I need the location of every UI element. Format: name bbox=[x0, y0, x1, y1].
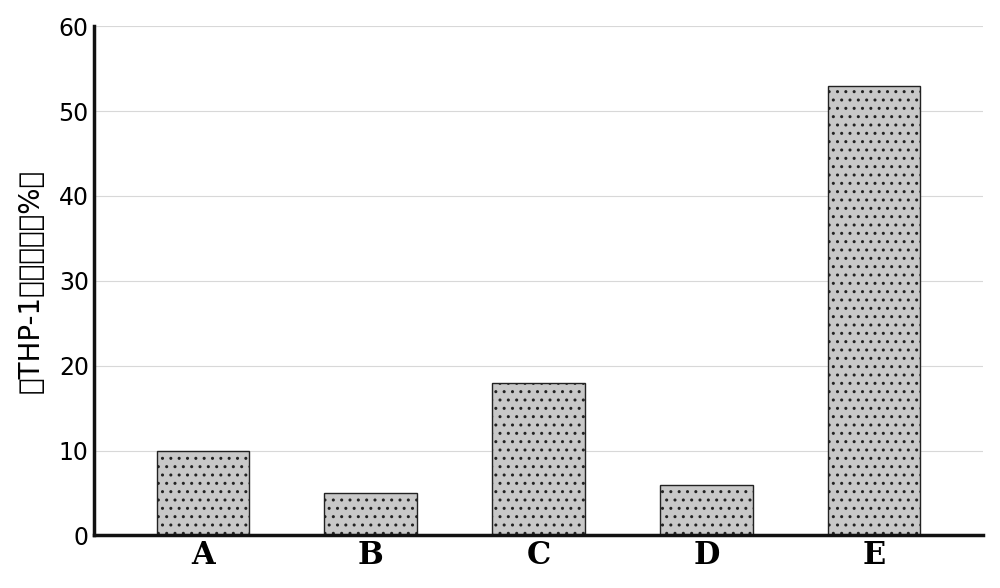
Bar bbox=[660, 485, 753, 536]
Bar bbox=[828, 86, 920, 536]
Y-axis label: 对THP-1杀伤活性（%）: 对THP-1杀伤活性（%） bbox=[17, 169, 45, 393]
Bar bbox=[324, 493, 417, 536]
Bar bbox=[157, 450, 249, 536]
Bar bbox=[492, 383, 585, 536]
